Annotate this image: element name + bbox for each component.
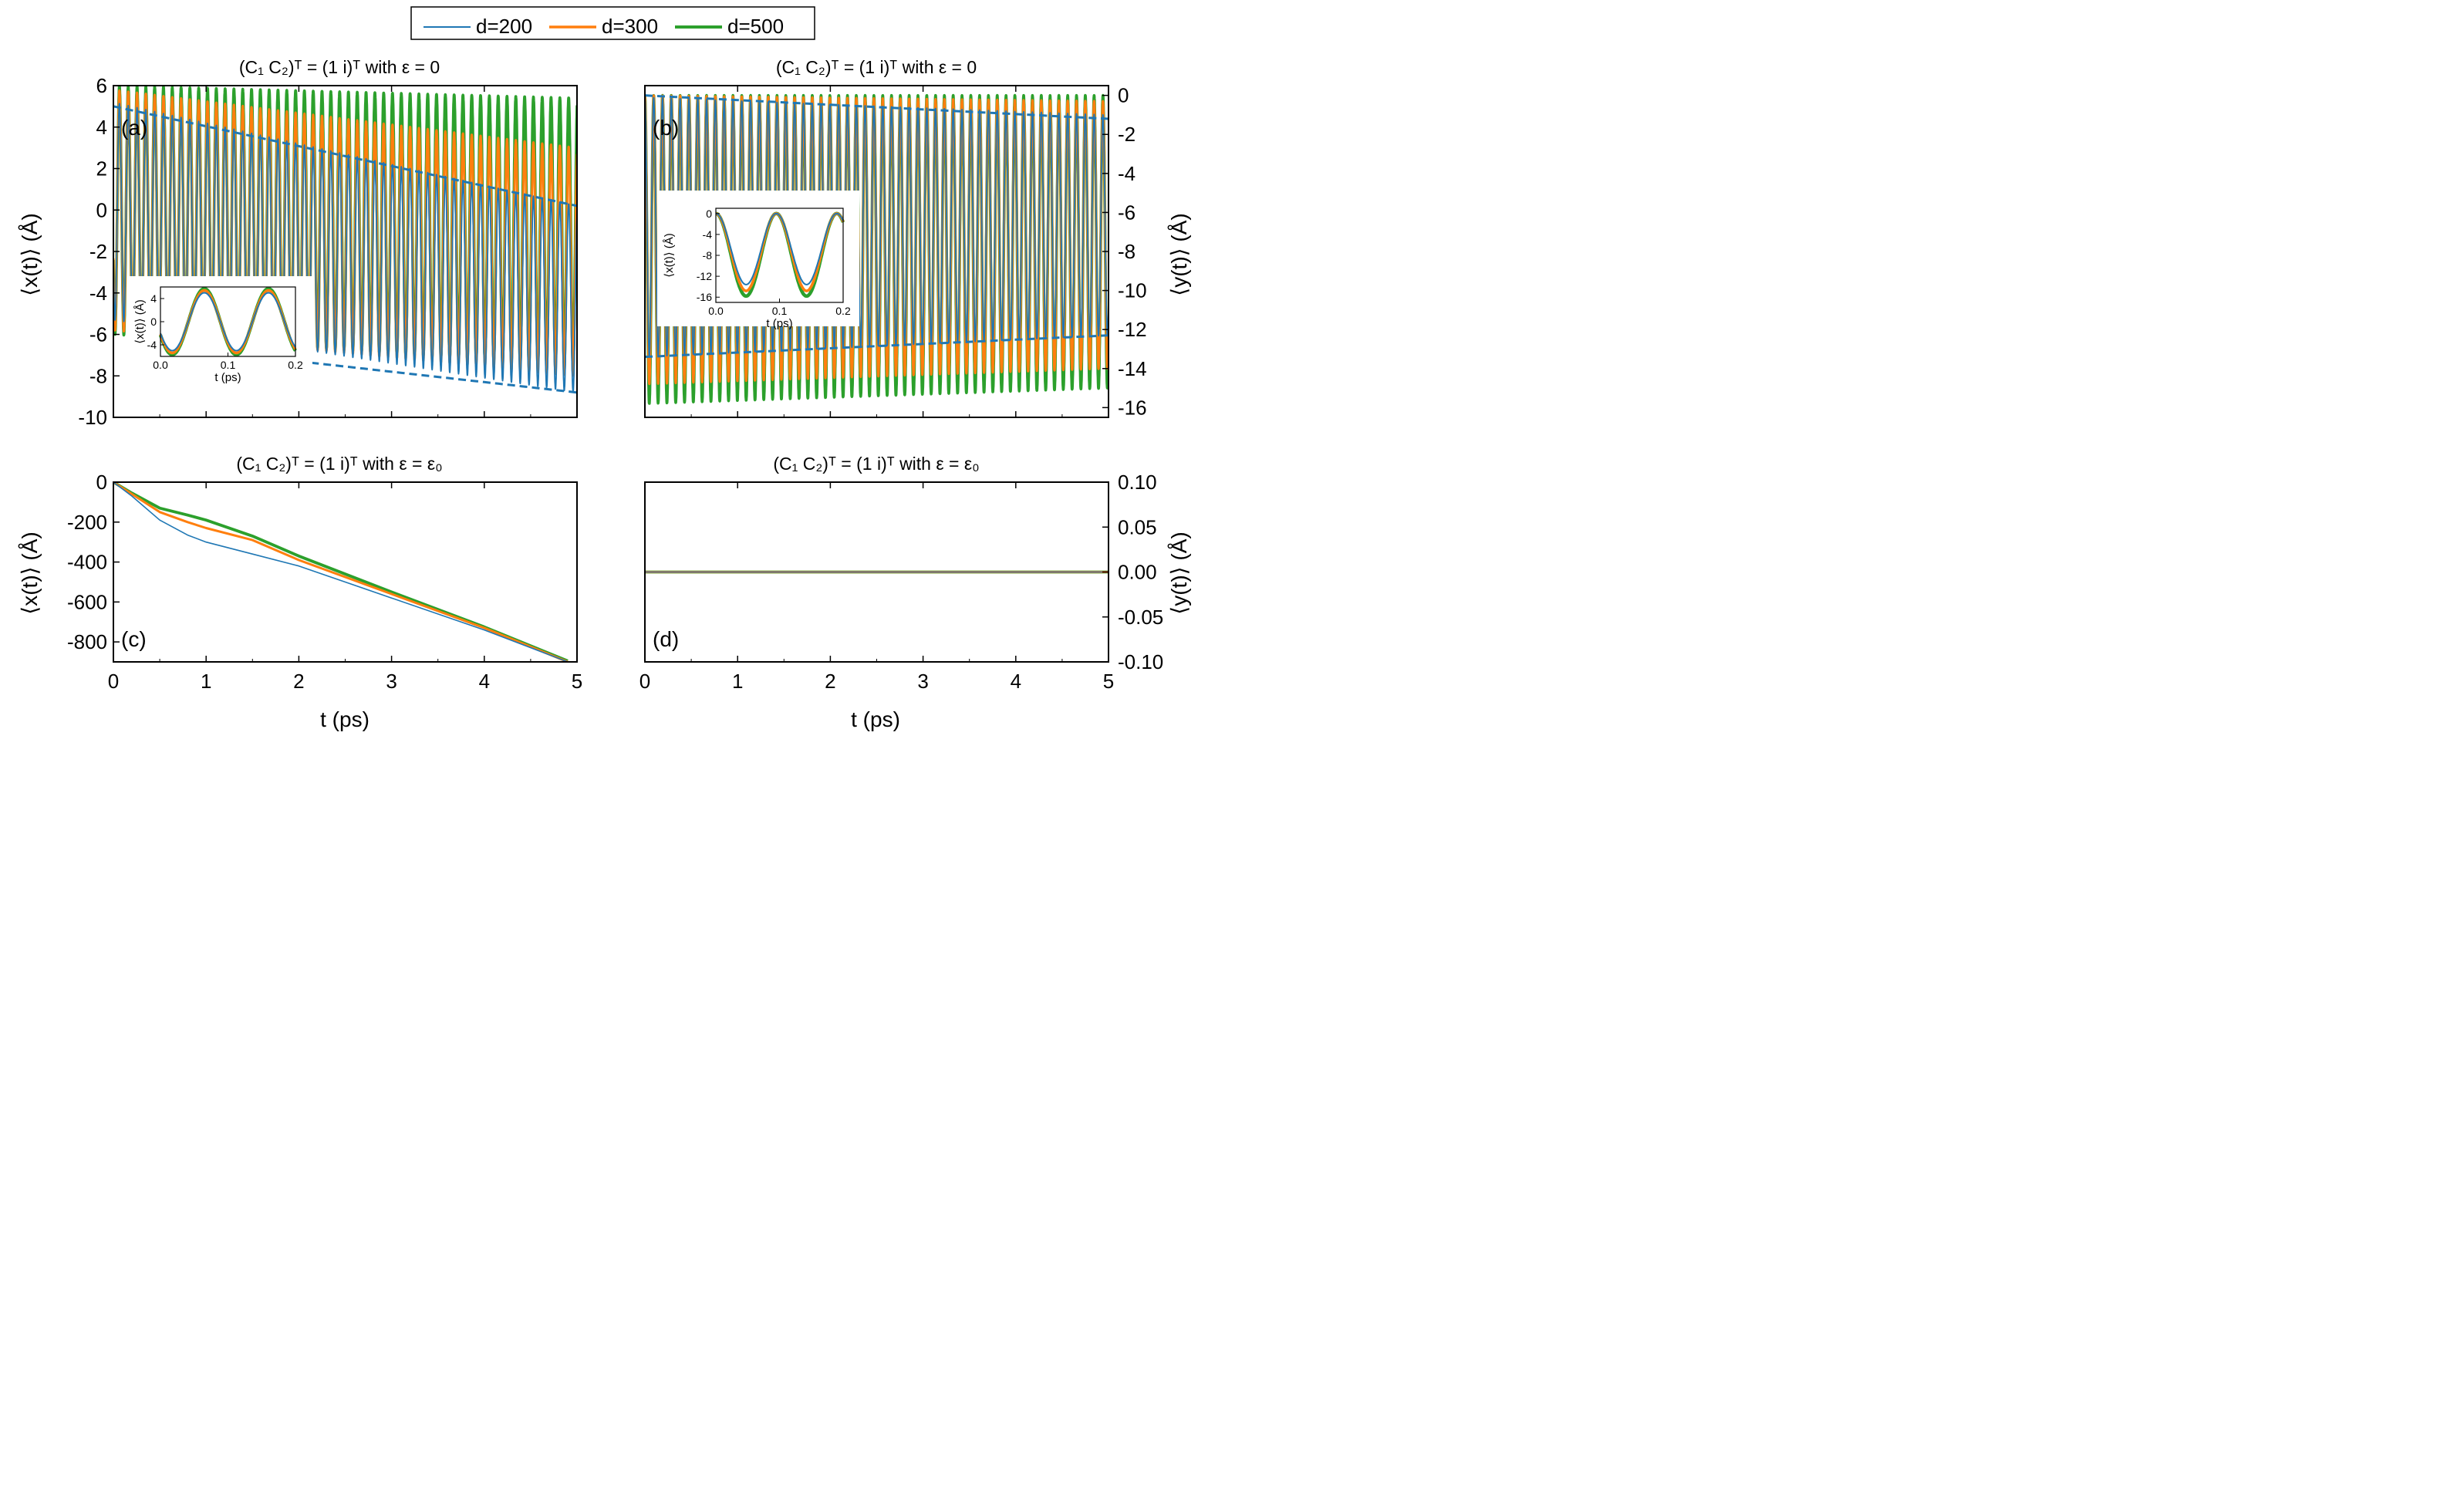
- x-tick-label: 3: [917, 670, 928, 693]
- panel-a-title: (C₁ C₂)ᵀ = (1 i)ᵀ with ε = 0: [239, 57, 440, 77]
- dashed-envelope-lower: [299, 359, 577, 394]
- inset-background: [130, 276, 312, 412]
- x-tick-label: 5: [572, 670, 582, 693]
- inset-xlabel: t (ps): [214, 371, 241, 384]
- y-tick-label: 2: [96, 157, 107, 181]
- panel-d-title: (C₁ C₂)ᵀ = (1 i)ᵀ with ε = ε₀: [773, 454, 979, 474]
- x-tick-label: 3: [386, 670, 397, 693]
- y-tick-label: -4: [89, 282, 107, 305]
- panel-c-title: (C₁ C₂)ᵀ = (1 i)ᵀ with ε = ε₀: [236, 454, 442, 474]
- y-tick-label: 6: [96, 74, 107, 97]
- inset-ylabel: ⟨x(t)⟩ (Å): [133, 299, 147, 344]
- x-tick-label: 1: [732, 670, 743, 693]
- y-tick-label: -6: [1118, 201, 1136, 224]
- y-tick-label: -2: [89, 240, 107, 263]
- y-tick-label: 0: [96, 471, 107, 494]
- y-tick-label: -0.05: [1118, 606, 1163, 629]
- panel-b-title: (C₁ C₂)ᵀ = (1 i)ᵀ with ε = 0: [776, 57, 977, 77]
- y-tick-label: -4: [1118, 162, 1136, 185]
- inset-xtick-label: 0.1: [221, 359, 236, 371]
- x-tick-label: 2: [825, 670, 835, 693]
- panel-label: (c): [121, 627, 147, 651]
- y-tick-label: -10: [78, 406, 107, 429]
- panel-b: 0.0 0.1 0.2 0 -4 -8 -12 -16 t (ps) ⟨x(t)⟩ (Å) (b) 0…: [644, 84, 1147, 419]
- y-tick-label: 0.00: [1118, 561, 1157, 584]
- panel-b-ylabel: ⟨y(t)⟩ (Å): [1167, 213, 1191, 295]
- series-line-d=300: [113, 482, 569, 662]
- y-tick-label: -10: [1118, 279, 1147, 302]
- series-line-d=200: [113, 103, 577, 393]
- legend-label-d300: d=300: [602, 15, 658, 38]
- y-tick-label: 0.10: [1118, 471, 1157, 494]
- legend: d=200 d=300 d=500: [410, 6, 815, 40]
- legend-label-d500: d=500: [727, 15, 784, 38]
- inset-xtick-label: 0.2: [835, 305, 851, 317]
- x-tick-label: 2: [293, 670, 304, 693]
- inset-ytick-label: 4: [150, 292, 157, 305]
- plot-area-a: [113, 86, 577, 394]
- inset-ytick-label: 0: [706, 208, 712, 220]
- panel-d: (d)0 1 2 3 4 5 0.10 0.05 0.00 -0.05 -0.10: [639, 471, 1164, 693]
- y-tick-label: -6: [89, 323, 107, 346]
- panel-a: 0.0 0.1 0.2 4 0 -4 t (ps) ⟨x(t)⟩ (Å) (a) 6 4 2 0 -2 -4…: [78, 74, 578, 429]
- inset-line-d=200: [715, 212, 844, 285]
- panel-label: (d): [653, 627, 679, 651]
- inset-ytick-label: -8: [703, 249, 713, 262]
- series-line-d=500: [113, 482, 569, 662]
- panel-c-xlabel: t (ps): [320, 707, 370, 731]
- dashed-envelope-lower: [645, 334, 1109, 359]
- inset-line-d=200: [160, 292, 296, 352]
- inset-ylabel: ⟨x(t)⟩ (Å): [663, 233, 676, 278]
- plot-area-c: [113, 482, 569, 662]
- y-tick-label: -2: [1118, 123, 1136, 146]
- inset-xlabel: t (ps): [766, 317, 792, 330]
- y-tick-label: 0: [1118, 84, 1129, 107]
- y-tick-label: 0: [96, 198, 107, 221]
- inset-ytick-label: 0: [150, 316, 157, 328]
- y-tick-label: 4: [96, 116, 107, 139]
- legend-box: [410, 6, 815, 40]
- panel-label: (a): [121, 116, 147, 140]
- y-tick-label: 0.05: [1118, 515, 1157, 538]
- y-tick-label: -200: [67, 511, 107, 534]
- panel-c: (c)0 1 2 3 4 50-200-400-600-800: [67, 471, 582, 693]
- inset-xtick-label: 0.2: [288, 359, 303, 371]
- x-tick-label: 5: [1103, 670, 1114, 693]
- legend-label-d200: d=200: [476, 15, 532, 38]
- y-tick-label: -16: [1118, 396, 1147, 419]
- panel-d-ylabel: ⟨y(t)⟩ (Å): [1167, 532, 1191, 614]
- dashed-envelope-upper: [645, 94, 1109, 120]
- x-tick-label: 4: [479, 670, 490, 693]
- y-tick-label: -14: [1118, 357, 1147, 380]
- inset-xtick-label: 0.0: [708, 305, 724, 317]
- inset-xtick-label: 0.0: [153, 359, 168, 371]
- figure: d=200 d=300 d=500 (C₁ C₂)ᵀ = (1 i)ᵀ with…: [18, 6, 1191, 731]
- x-tick-label: 1: [201, 670, 211, 693]
- series-line-d=200: [113, 482, 569, 662]
- inset-xtick-label: 0.1: [772, 305, 788, 317]
- x-tick-label: 4: [1011, 670, 1021, 693]
- x-tick-label: 0: [108, 670, 119, 693]
- panel-d-xlabel: t (ps): [851, 707, 900, 731]
- panel-a-ylabel: ⟨x(t)⟩ (Å): [18, 213, 42, 295]
- y-tick-label: -800: [67, 630, 107, 653]
- panel-label: (b): [653, 116, 679, 140]
- y-tick-label: -0.10: [1118, 650, 1163, 673]
- y-tick-label: -8: [1118, 240, 1136, 263]
- inset-ytick-label: -16: [697, 291, 712, 303]
- y-tick-label: -600: [67, 590, 107, 613]
- inset-ytick-label: -4: [703, 228, 713, 241]
- y-tick-label: -12: [1118, 318, 1147, 341]
- inset-ytick-label: -4: [147, 339, 157, 351]
- inset-ytick-label: -12: [697, 270, 712, 282]
- dashed-envelope-upper: [113, 105, 577, 208]
- x-tick-label: 0: [639, 670, 650, 693]
- y-tick-label: -400: [67, 551, 107, 574]
- y-tick-label: -8: [89, 364, 107, 387]
- panel-c-ylabel: ⟨x(t)⟩ (Å): [18, 532, 42, 614]
